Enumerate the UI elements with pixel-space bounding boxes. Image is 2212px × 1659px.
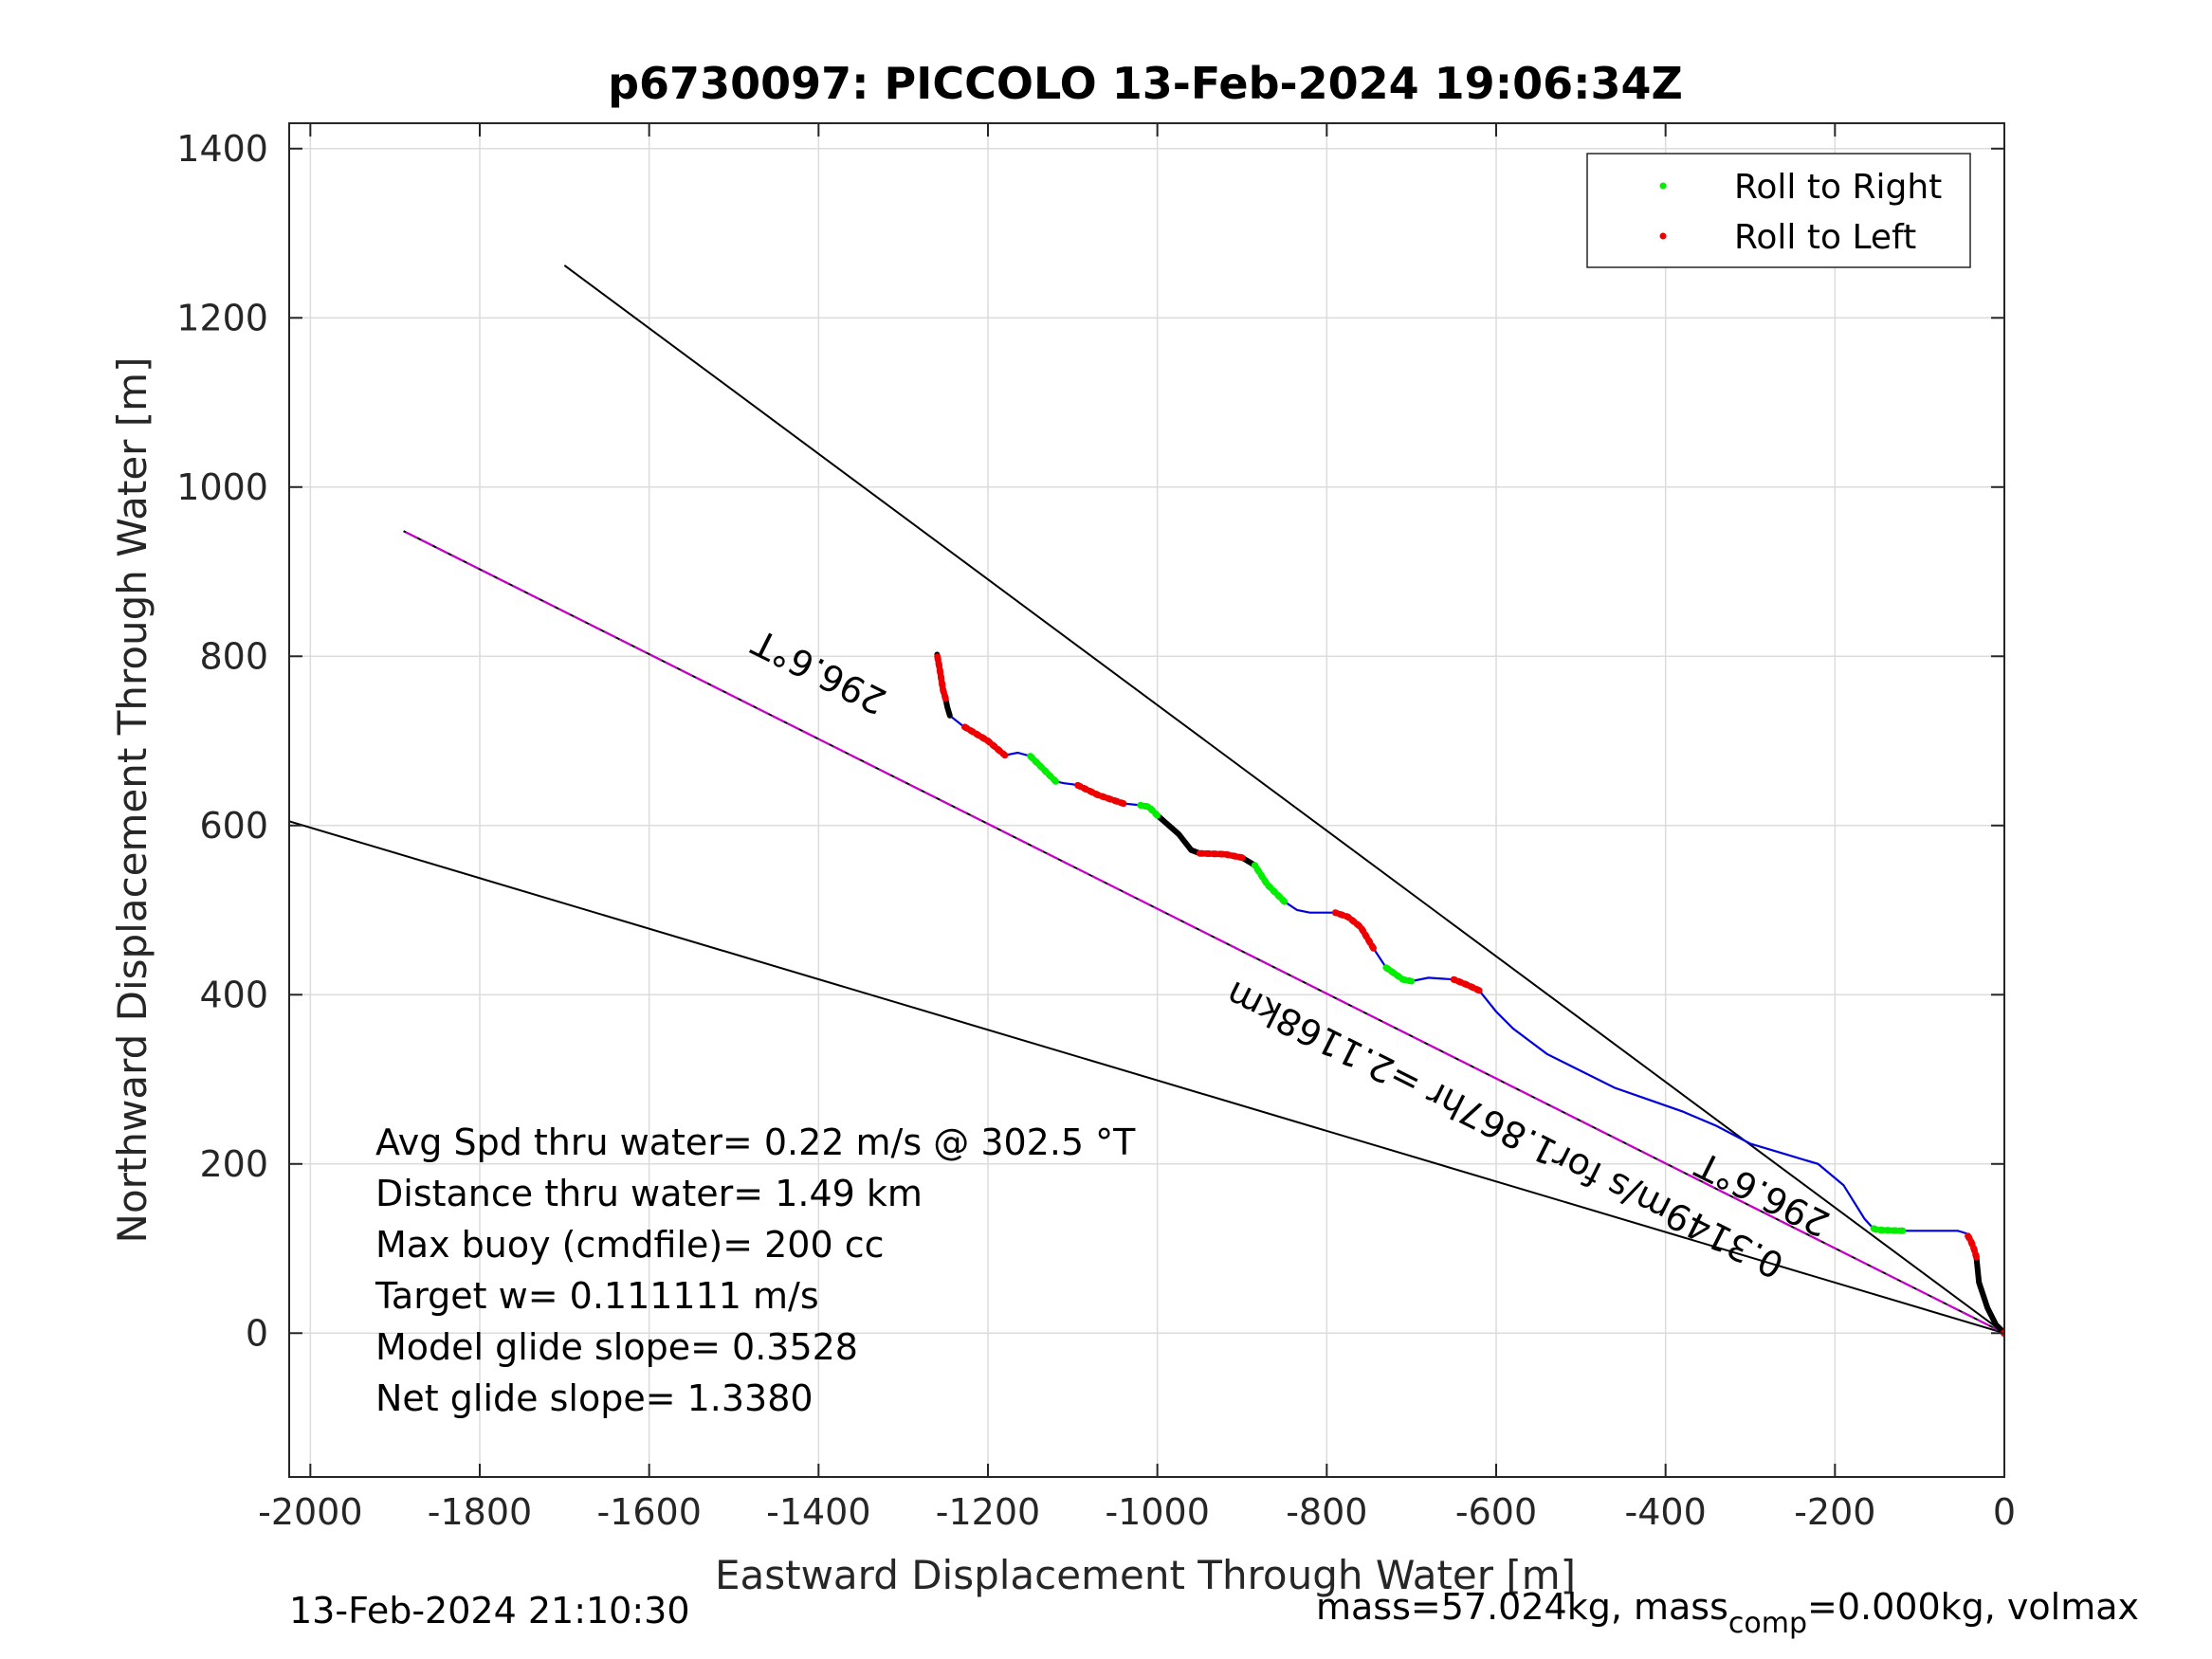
- x-tick-label: -200: [1794, 1491, 1875, 1533]
- reference-lines: [289, 264, 2004, 1335]
- roll-right-markers: [1870, 1225, 1907, 1234]
- x-tick-label: -1000: [1105, 1491, 1209, 1533]
- series-layer: [933, 651, 2004, 1338]
- legend-box: [1586, 153, 1971, 268]
- y-tick-label: 1200: [176, 297, 268, 338]
- roll-left-markers: [1331, 909, 1377, 952]
- x-tick-label: -1600: [596, 1491, 701, 1533]
- legend-label-roll-right: Roll to Right: [1734, 168, 1942, 207]
- legend-marker-roll-right: [1659, 182, 1667, 190]
- legend-marker-roll-left: [1659, 232, 1667, 240]
- stats-line-3: Max buoy (cmdfile)= 200 cc: [375, 1224, 885, 1266]
- axes-box: [288, 122, 2005, 1478]
- y-tick-label: 400: [199, 974, 268, 1015]
- dive-segment: [1973, 1254, 2004, 1337]
- stats-line-2: Distance thru water= 1.49 km: [375, 1173, 923, 1214]
- roll-right-markers: [1382, 964, 1416, 985]
- x-axis-label: Eastward Displacement Through Water [m]: [715, 1552, 1576, 1598]
- roll-left-markers: [1963, 1230, 1980, 1261]
- legend-label-roll-left: Roll to Left: [1734, 218, 1916, 257]
- reference-line: [563, 264, 2004, 1335]
- roll-right-markers: [1251, 862, 1289, 905]
- heading-line: [403, 530, 2004, 1335]
- y-tick-label: 1000: [176, 466, 268, 508]
- x-tick-label: -800: [1286, 1491, 1367, 1533]
- roll-left-markers: [959, 722, 1009, 759]
- x-tick-label: -2000: [258, 1491, 362, 1533]
- x-tick-label: -1800: [428, 1491, 532, 1533]
- tick-layer: -2000 -1800 -1600 -1400 -1200 -1000 -800 -600 -4…: [176, 123, 2016, 1533]
- roll-right-markers: [1027, 753, 1059, 785]
- stats-line-6: Net glide slope= 1.3380: [375, 1377, 814, 1419]
- footer-mass: mass=57.024kg, masscomp=0.000kg, volmax: [1316, 1586, 2139, 1640]
- roll-left-markers: [1196, 849, 1246, 862]
- y-tick-label: 1400: [176, 128, 268, 170]
- y-tick-label: 200: [199, 1143, 268, 1185]
- y-tick-label: 800: [199, 635, 268, 677]
- stats-line-4: Target w= 0.111111 m/s: [375, 1275, 819, 1317]
- reference-line: [289, 820, 2004, 1335]
- y-tick-label: 600: [199, 805, 268, 847]
- x-tick-label: -400: [1625, 1491, 1707, 1533]
- roll-left-markers: [933, 651, 949, 702]
- roll-left-markers: [1073, 781, 1127, 808]
- plot-area: [289, 123, 2004, 1477]
- chart-title: p6730097: PICCOLO 13-Feb-2024 19:06:34Z: [608, 58, 1683, 109]
- x-tick-label: -1200: [936, 1491, 1040, 1533]
- stats-line-5: Model glide slope= 0.3528: [375, 1326, 858, 1368]
- x-tick-label: -600: [1455, 1491, 1537, 1533]
- y-axis-label: Northward Displacement Through Water [m]: [109, 357, 155, 1244]
- legend: Roll to Right Roll to Left: [1586, 153, 1971, 268]
- x-tick-label: 0: [1993, 1491, 2016, 1533]
- y-tick-label: 0: [246, 1312, 268, 1354]
- footer-mass-suffix: =0.000kg, volmax: [1807, 1586, 2139, 1628]
- roll-right-markers: [1137, 801, 1161, 819]
- grid: [289, 123, 2005, 1477]
- stats-line-1: Avg Spd thru water= 0.22 m/s @ 302.5 °T: [375, 1121, 1136, 1163]
- roll-left-markers: [1450, 975, 1483, 994]
- footer-mass-prefix: mass=57.024kg, mass: [1316, 1586, 1728, 1628]
- footer-timestamp: 13-Feb-2024 21:10:30: [289, 1590, 690, 1632]
- x-tick-label: -1400: [766, 1491, 870, 1533]
- footer-mass-sub: comp: [1728, 1607, 1807, 1640]
